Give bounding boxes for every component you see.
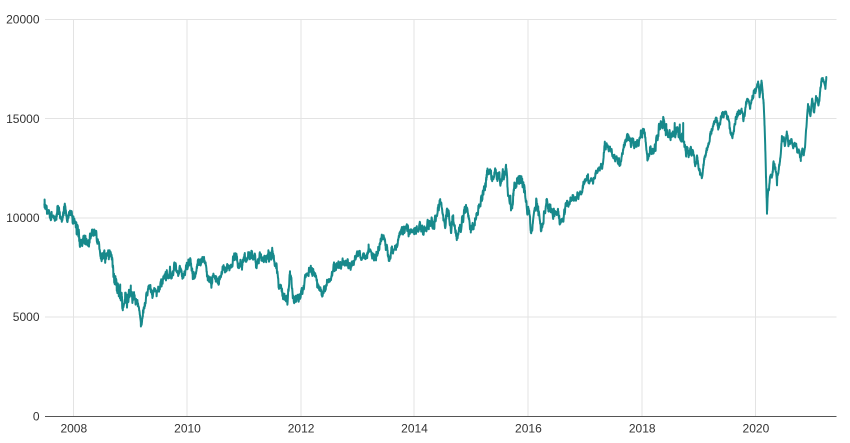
svg-text:15000: 15000 [6, 112, 40, 126]
svg-text:20000: 20000 [6, 13, 40, 27]
svg-text:10000: 10000 [6, 211, 40, 225]
svg-text:2018: 2018 [629, 422, 656, 436]
svg-text:2014: 2014 [401, 422, 428, 436]
svg-text:0: 0 [33, 410, 40, 424]
svg-text:2010: 2010 [174, 422, 201, 436]
svg-text:5000: 5000 [13, 310, 40, 324]
svg-text:2012: 2012 [288, 422, 315, 436]
svg-text:2020: 2020 [743, 422, 770, 436]
svg-text:2008: 2008 [60, 422, 87, 436]
svg-text:2016: 2016 [515, 422, 542, 436]
